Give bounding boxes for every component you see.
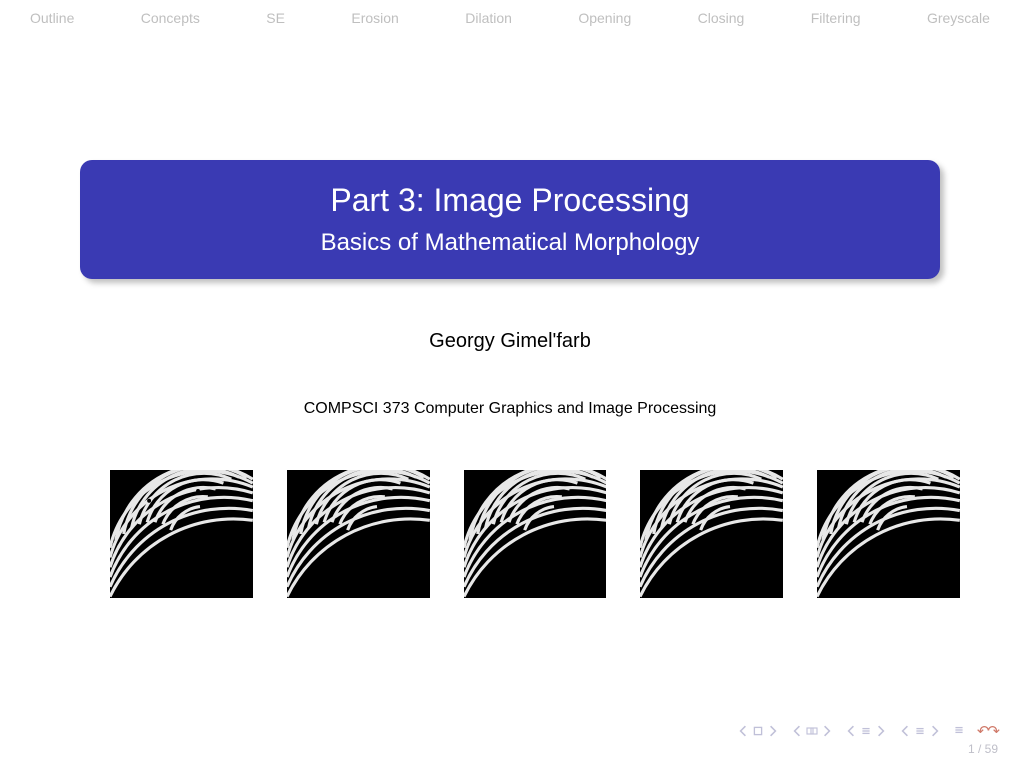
fingerprint-thumb-2	[287, 470, 430, 598]
nav-closing[interactable]: Closing	[698, 10, 745, 26]
nav-prev-section-icon[interactable]	[791, 725, 833, 737]
nav-prev-icon[interactable]	[845, 725, 887, 737]
title-sub: Basics of Mathematical Morphology	[100, 229, 920, 257]
nav-erosion[interactable]: Erosion	[351, 10, 398, 26]
page-current: 1	[968, 742, 975, 756]
nav-next-icon[interactable]	[899, 725, 941, 737]
nav-first-icon[interactable]	[737, 725, 779, 737]
page-number: 1 / 59	[968, 742, 998, 756]
nav-undo-redo-icon[interactable]: ↶↷	[977, 722, 998, 740]
slide: Outline Concepts SE Erosion Dilation Ope…	[0, 0, 1020, 764]
fingerprint-icon	[464, 470, 607, 598]
nav-lines-icon[interactable]	[953, 724, 965, 739]
footer: ↶↷ 1 / 59	[737, 722, 998, 756]
page-total: 59	[985, 742, 998, 756]
fingerprint-thumb-3	[464, 470, 607, 598]
title-main: Part 3: Image Processing	[100, 182, 920, 219]
title-block: Part 3: Image Processing Basics of Mathe…	[80, 160, 940, 279]
beamer-nav-icons: ↶↷	[737, 722, 998, 740]
nav-greyscale[interactable]: Greyscale	[927, 10, 990, 26]
nav-se[interactable]: SE	[266, 10, 285, 26]
fingerprint-thumb-4	[640, 470, 783, 598]
fingerprint-icon	[110, 470, 253, 598]
nav-opening[interactable]: Opening	[578, 10, 631, 26]
nav-dilation[interactable]: Dilation	[465, 10, 512, 26]
thumbnail-row	[110, 470, 960, 598]
nav-filtering[interactable]: Filtering	[811, 10, 861, 26]
nav-bar: Outline Concepts SE Erosion Dilation Ope…	[0, 0, 1020, 26]
fingerprint-thumb-1	[110, 470, 253, 598]
fingerprint-icon	[640, 470, 783, 598]
nav-outline[interactable]: Outline	[30, 10, 74, 26]
fingerprint-icon	[287, 470, 430, 598]
author: Georgy Gimel'farb	[0, 330, 1020, 353]
fingerprint-icon	[817, 470, 960, 598]
course: COMPSCI 373 Computer Graphics and Image …	[0, 400, 1020, 418]
nav-concepts[interactable]: Concepts	[141, 10, 200, 26]
fingerprint-thumb-5	[817, 470, 960, 598]
